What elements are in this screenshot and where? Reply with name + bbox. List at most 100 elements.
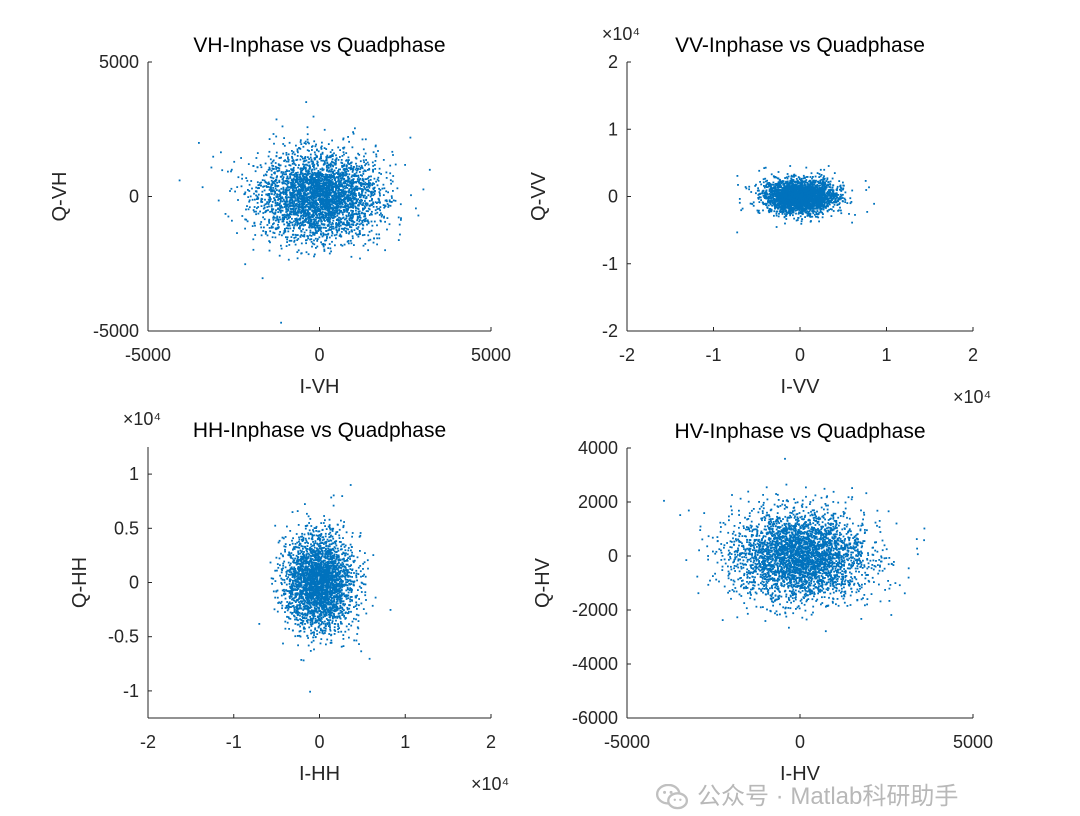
scatter-point — [328, 171, 330, 173]
scatter-point — [265, 174, 267, 176]
scatter-point — [760, 199, 762, 201]
scatter-point — [330, 251, 332, 253]
scatter-point — [263, 208, 265, 210]
scatter-point — [297, 219, 299, 221]
scatter-point — [336, 208, 338, 210]
scatter-point — [386, 229, 388, 231]
scatter-point — [286, 241, 288, 243]
scatter-point — [269, 196, 271, 198]
scatter-point — [241, 178, 243, 180]
scatter-point — [292, 222, 294, 224]
scatter-point — [338, 169, 340, 171]
scatter-point — [763, 185, 765, 187]
scatter-point — [339, 235, 341, 237]
scatter-point — [368, 176, 370, 178]
scatter-point — [331, 215, 333, 217]
scatter-point — [280, 210, 282, 212]
scatter-point — [300, 172, 302, 174]
scatter-point — [286, 169, 288, 171]
scatter-point — [318, 150, 320, 152]
scatter-point — [347, 200, 349, 202]
scatter-point — [362, 204, 364, 206]
scatter-point — [383, 207, 385, 209]
scatter-point — [353, 188, 355, 190]
scatter-point — [326, 162, 328, 164]
scatter-point — [333, 186, 335, 188]
scatter-point — [354, 127, 356, 129]
scatter-point — [358, 226, 360, 228]
scatter-point — [286, 180, 288, 182]
scatter-point — [325, 215, 327, 217]
scatter-point — [371, 221, 373, 223]
scatter-point — [340, 199, 342, 201]
scatter-point — [345, 224, 347, 226]
scatter-point — [322, 206, 324, 208]
scatter-point — [255, 213, 257, 215]
scatter-point — [236, 186, 238, 188]
scatter-point — [762, 202, 764, 204]
scatter-point — [332, 197, 334, 199]
scatter-point — [359, 215, 361, 217]
scatter-point — [296, 213, 298, 215]
scatter-point — [312, 145, 314, 147]
scatter-point — [268, 220, 270, 222]
scatter-point — [383, 217, 385, 219]
scatter-point — [373, 242, 375, 244]
scatter-point — [372, 202, 374, 204]
scatter-point — [390, 179, 392, 181]
scatter-point — [248, 190, 250, 192]
scatter-point — [316, 189, 318, 191]
scatter-point — [324, 240, 326, 242]
scatter-point — [327, 195, 329, 197]
scatter-point — [291, 199, 293, 201]
scatter-point — [292, 153, 294, 155]
scatter-point — [344, 169, 346, 171]
scatter-point — [368, 168, 370, 170]
scatter-point — [356, 165, 358, 167]
scatter-point — [737, 175, 739, 177]
scatter-point — [837, 186, 839, 188]
scatter-point — [833, 210, 835, 212]
scatter-point — [328, 143, 330, 145]
scatter-point — [331, 154, 333, 156]
scatter-point — [297, 190, 299, 192]
scatter-points — [736, 165, 875, 233]
scatter-point — [290, 199, 292, 201]
scatter-point — [362, 202, 364, 204]
scatter-point — [302, 163, 304, 165]
scatter-point — [279, 231, 281, 233]
scatter-point — [332, 220, 334, 222]
scatter-point — [343, 209, 345, 211]
scatter-point — [333, 162, 335, 164]
scatter-point — [317, 195, 319, 197]
scatter-point — [346, 224, 348, 226]
scatter-point — [312, 212, 314, 214]
scatter-point — [260, 164, 262, 166]
scatter-point — [392, 190, 394, 192]
scatter-point — [271, 162, 273, 164]
scatter-point — [302, 221, 304, 223]
scatter-point — [314, 200, 316, 202]
scatter-point — [778, 213, 780, 215]
scatter-point — [328, 167, 330, 169]
scatter-point — [399, 234, 401, 236]
scatter-point — [823, 209, 825, 211]
scatter-point — [276, 189, 278, 191]
scatter-point — [327, 247, 329, 249]
scatter-point — [267, 235, 269, 237]
scatter-point — [348, 233, 350, 235]
scatter-point — [381, 216, 383, 218]
scatter-point — [319, 183, 321, 185]
scatter-point — [275, 220, 277, 222]
scatter-point — [391, 151, 393, 153]
scatter-point — [336, 227, 338, 229]
scatter-point — [220, 151, 222, 153]
scatter-point — [285, 196, 287, 198]
scatter-point — [757, 187, 759, 189]
scatter-point — [300, 187, 302, 189]
scatter-point — [274, 192, 276, 194]
scatter-point — [254, 225, 256, 227]
scatter-point — [341, 199, 343, 201]
